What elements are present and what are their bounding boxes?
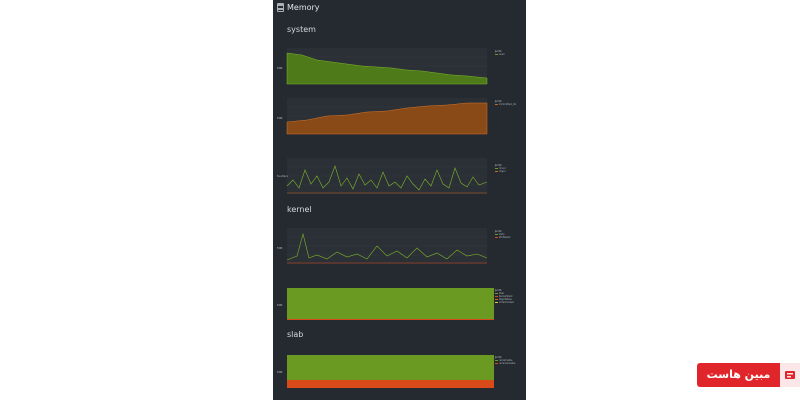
chart-committed-svg [286,98,488,135]
chart-kernel-memory[interactable]: MiB Jul 04 Slab KernelStack PageTables V… [277,288,521,324]
chart-legend: Jul 04 avail [495,50,525,56]
chart-available-svg [286,48,488,85]
legend-date: Jul 04 [495,289,502,292]
legend-item: major [495,170,525,173]
page-title: Memory [287,3,320,12]
legend-item: avail [495,53,525,56]
legend-item: Committed_AS [495,103,525,106]
badge-label-box: مبین هاست [697,363,780,387]
y-axis-label: MiB [277,370,283,374]
legend-item: unreclaimable [495,362,525,365]
netdata-memory-panel: Memory system MiB Jul 04 avail MiB Jul 0… [273,0,526,400]
chart-legend: Jul 04 minor major [495,164,525,173]
chart-available-memory[interactable]: MiB Jul 04 avail [277,48,521,90]
section-kernel-title: kernel [287,205,312,214]
legend-item: minor [495,167,525,170]
section-system-title: system [287,25,316,34]
badge-text: مبین هاست [706,368,771,381]
legend-date: Jul 04 [495,164,502,167]
mobin-host-logo-icon [780,363,800,387]
legend-date: Jul 04 [495,230,502,233]
legend-item: Writeback [495,236,525,239]
chart-committed-memory[interactable]: MiB Jul 04 Committed_AS [277,98,521,140]
chart-page-faults[interactable]: faults/s Jul 04 minor major [277,158,521,200]
legend-item: VmallocUsed [495,301,525,304]
legend-item: Dirty [495,233,525,236]
y-axis-label: MiB [277,66,283,70]
chart-legend: Jul 04 Slab KernelStack PageTables Vmall… [495,289,525,304]
chart-slab-svg [287,355,494,388]
chart-pgfaults-svg [286,158,488,194]
section-slab-title: slab [287,330,304,339]
legend-date: Jul 04 [495,356,502,359]
legend-item: Slab [495,292,525,295]
legend-item: KernelStack [495,295,525,298]
legend-date: Jul 04 [495,50,502,53]
chart-legend: Jul 04 reclaimable unreclaimable [495,356,525,365]
mobin-host-badge[interactable]: مبین هاست [697,363,800,387]
chart-slab[interactable]: MiB Jul 04 reclaimable unreclaimable [277,355,521,395]
memory-icon [277,3,284,12]
chart-writeback[interactable]: MiB Jul 04 Dirty Writeback [277,228,521,270]
chart-kernel-mem-svg [287,288,494,320]
memory-header: Memory [277,3,320,12]
y-axis-label: faults/s [277,174,288,178]
chart-writeback-svg [286,228,488,264]
legend-item: PageTables [495,298,525,301]
y-axis-label: MiB [277,116,283,120]
chart-legend: Jul 04 Committed_AS [495,100,525,106]
legend-item: reclaimable [495,359,525,362]
y-axis-label: MiB [277,246,283,250]
chart-legend: Jul 04 Dirty Writeback [495,230,525,239]
y-axis-label: MiB [277,303,283,307]
legend-date: Jul 04 [495,100,502,103]
